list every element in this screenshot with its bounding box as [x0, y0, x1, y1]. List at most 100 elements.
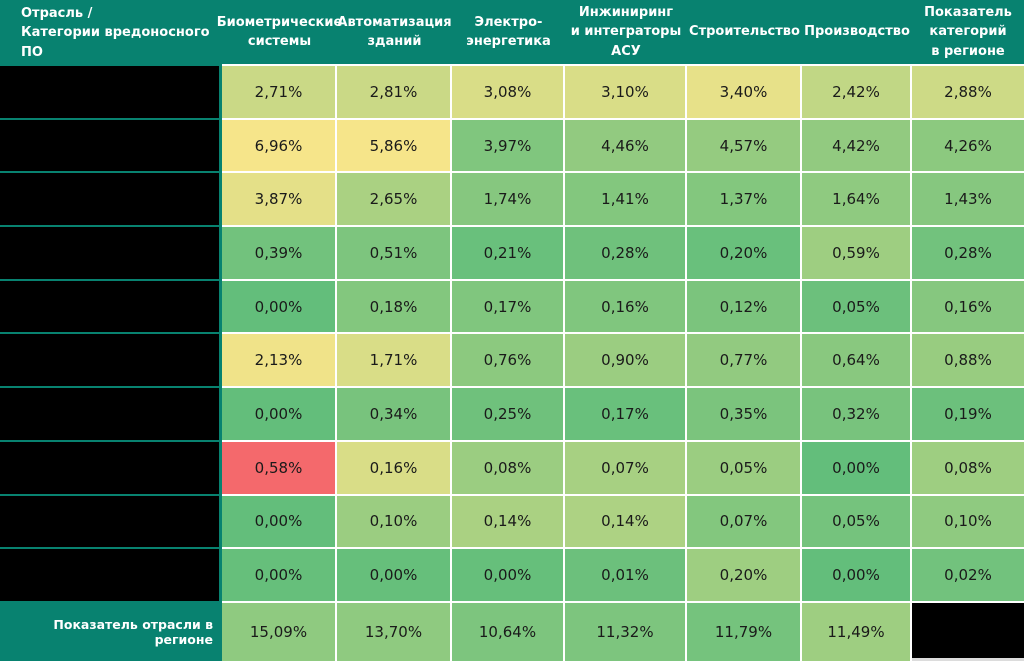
heatmap-cell: 0,19% [912, 388, 1024, 442]
heatmap-cell: 1,37% [687, 173, 802, 228]
redacted-row-label [0, 388, 222, 442]
table-row: 2,71% 2,81% 3,08% 3,10% 3,40% 2,42% 2,88% [0, 66, 1024, 120]
footer-total-cell: 10,64% [452, 602, 565, 661]
table-row: 0,39% 0,51% 0,21% 0,28% 0,20% 0,59% 0,28% [0, 227, 1024, 281]
footer-row: Показатель отрасли в регионе 15,09% 13,70… [0, 602, 1024, 661]
heatmap-cell: 1,41% [565, 173, 687, 228]
heatmap-cell: 0,35% [687, 388, 802, 442]
column-header-power: Электро- энергетика [452, 0, 565, 66]
heatmap-cell: 4,26% [912, 119, 1024, 174]
heatmap-cell: 4,42% [802, 119, 912, 174]
heatmap-cell: 0,08% [452, 441, 565, 496]
redacted-row-label [0, 227, 222, 281]
heatmap-cell: 4,57% [687, 119, 802, 174]
redacted-row-label [0, 173, 222, 228]
heatmap-cell: 6,96% [222, 119, 337, 174]
heatmap-cell: 0,88% [912, 334, 1024, 389]
heatmap-cell: 0,16% [337, 441, 452, 496]
heatmap-cell: 0,76% [452, 334, 565, 389]
column-header-construction: Строительство [687, 0, 802, 66]
heatmap-cell: 0,02% [912, 549, 1024, 603]
heatmap-cell: 0,07% [565, 441, 687, 496]
heatmap-cell: 0,51% [337, 227, 452, 281]
heatmap-cell: 0,16% [565, 280, 687, 335]
table-row: 0,00% 0,10% 0,14% 0,14% 0,07% 0,05% 0,10% [0, 495, 1024, 550]
heatmap-cell: 4,46% [565, 119, 687, 174]
heatmap-cell: 0,07% [687, 495, 802, 550]
redacted-row-label [0, 280, 222, 335]
heatmap-cell: 2,13% [222, 334, 337, 389]
heatmap-cell: 0,00% [337, 549, 452, 603]
heatmap-cell: 0,18% [337, 280, 452, 335]
redacted-row-label [0, 549, 222, 603]
heatmap-cell: 0,08% [912, 441, 1024, 496]
heatmap-cell: 0,34% [337, 388, 452, 442]
heatmap-cell: 0,00% [222, 549, 337, 603]
table-row: 3,87% 2,65% 1,74% 1,41% 1,37% 1,64% 1,43% [0, 173, 1024, 228]
table-row: 0,00% 0,18% 0,17% 0,16% 0,12% 0,05% 0,16% [0, 280, 1024, 335]
table-row: 0,58% 0,16% 0,08% 0,07% 0,05% 0,00% 0,08% [0, 441, 1024, 496]
heatmap-cell: 0,05% [687, 441, 802, 496]
heatmap-cell: 0,00% [222, 388, 337, 442]
heatmap-cell: 1,71% [337, 334, 452, 389]
table-row: 6,96% 5,86% 3,97% 4,46% 4,57% 4,42% 4,26% [0, 119, 1024, 174]
redacted-row-label [0, 119, 222, 174]
heatmap-cell: 0,28% [912, 227, 1024, 281]
heatmap-cell: 0,16% [912, 280, 1024, 335]
heatmap-cell: 0,00% [452, 549, 565, 603]
heatmap-cell: 3,08% [452, 66, 565, 120]
heatmap-cell: 1,43% [912, 173, 1024, 228]
heatmap-cell: 3,97% [452, 119, 565, 174]
heatmap-cell: 0,00% [802, 549, 912, 603]
redacted-row-label [0, 334, 222, 389]
redacted-row-label [0, 66, 222, 120]
footer-total-cell: 11,79% [687, 602, 802, 661]
heatmap-cell: 0,01% [565, 549, 687, 603]
redacted-row-label [0, 495, 222, 550]
heatmap-cell: 0,39% [222, 227, 337, 281]
table-row: 0,00% 0,00% 0,00% 0,01% 0,20% 0,00% 0,02% [0, 549, 1024, 603]
heatmap-cell: 0,20% [687, 227, 802, 281]
redacted-row-label [0, 441, 222, 496]
heatmap-cell: 1,64% [802, 173, 912, 228]
heatmap-cell: 0,14% [452, 495, 565, 550]
heatmap-cell: 5,86% [337, 119, 452, 174]
footer-total-cell: 13,70% [337, 602, 452, 661]
heatmap-cell: 3,87% [222, 173, 337, 228]
heatmap-cell: 2,65% [337, 173, 452, 228]
heatmap-cell: 2,42% [802, 66, 912, 120]
column-header-manufacturing: Производство [802, 0, 912, 66]
heatmap-cell: 0,17% [452, 280, 565, 335]
heatmap-cell: 0,12% [687, 280, 802, 335]
heatmap-cell: 0,14% [565, 495, 687, 550]
heatmap-cell: 0,21% [452, 227, 565, 281]
footer-total-cell: 11,49% [802, 602, 912, 661]
corner-header: Отрасль / Категории вредоносного ПО [0, 0, 222, 66]
heatmap-cell: 0,10% [337, 495, 452, 550]
footer-total-cell: 11,32% [565, 602, 687, 661]
heatmap-cell: 3,40% [687, 66, 802, 120]
column-header-engineering: Инжиниринг и интеграторы АСУ [565, 0, 687, 66]
heatmap-cell: 0,90% [565, 334, 687, 389]
heatmap-cell: 0,32% [802, 388, 912, 442]
heatmap-cell: 2,81% [337, 66, 452, 120]
table-row: 0,00% 0,34% 0,25% 0,17% 0,35% 0,32% 0,19% [0, 388, 1024, 442]
heatmap-cell: 0,00% [222, 495, 337, 550]
footer-row-label: Показатель отрасли в регионе [0, 602, 222, 661]
column-header-biometric: Биометрические системы [217, 0, 342, 66]
table-row: 2,13% 1,71% 0,76% 0,90% 0,77% 0,64% 0,88% [0, 334, 1024, 389]
column-header-building-automation: Автоматизация зданий [337, 0, 452, 66]
heatmap-cell: 0,00% [802, 441, 912, 496]
heatmap-cell: 0,59% [802, 227, 912, 281]
heatmap-cell: 0,77% [687, 334, 802, 389]
heatmap-cell: 2,88% [912, 66, 1024, 120]
redacted-footer-cell [912, 602, 1024, 661]
heatmap-cell: 0,00% [222, 280, 337, 335]
heatmap-cell: 0,05% [802, 495, 912, 550]
heatmap-cell: 3,10% [565, 66, 687, 120]
heatmap-cell: 1,74% [452, 173, 565, 228]
column-header-region-category: Показатель категорий в регионе [912, 0, 1024, 66]
heatmap-cell: 0,25% [452, 388, 565, 442]
header-row: Отрасль / Категории вредоносного ПО Биом… [0, 0, 1024, 66]
heatmap-cell: 0,17% [565, 388, 687, 442]
